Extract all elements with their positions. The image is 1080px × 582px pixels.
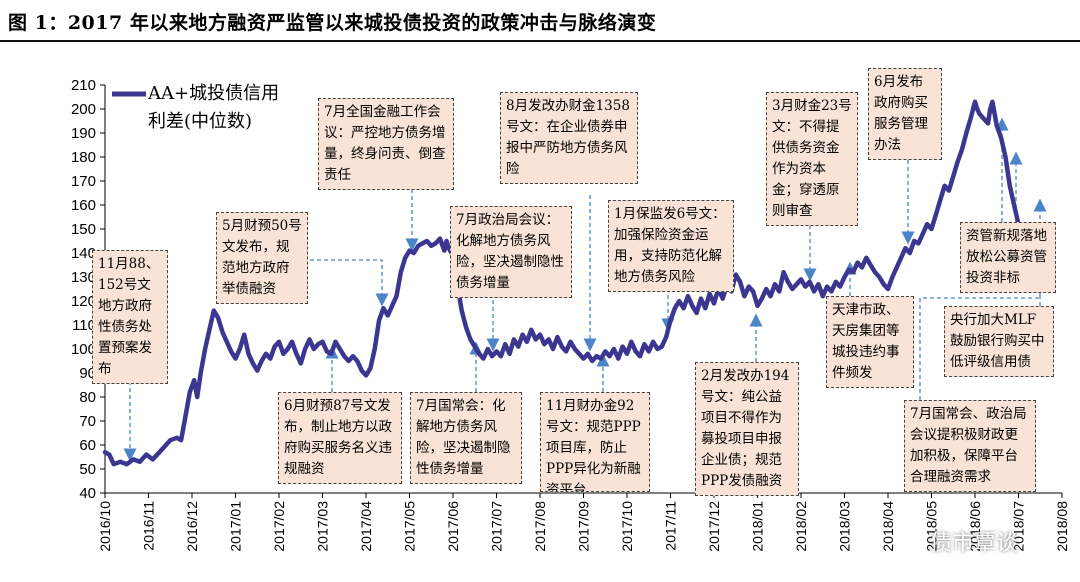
annotation-pboc-mlf: 央行加大MLF鼓励银行购买中低评级信用债 — [944, 306, 1054, 377]
annotation-nov-fin92: 11月财办金92号文：规范PPP项目库，防止PPP异化为新融资平台 — [540, 392, 650, 492]
x-tick-label: 2017/09 — [576, 501, 592, 552]
annotation-leader-arrow — [310, 259, 389, 307]
x-tick-label: 2016/10 — [97, 501, 113, 552]
annotation-jan-circ6: 1月保监发6号文：加强保险资金运用，支持防范化解地方债务风险 — [608, 200, 734, 292]
x-tick-label: 2018/01 — [750, 501, 766, 552]
x-tick-label: 2018/06 — [967, 501, 983, 552]
y-tick-label: 60 — [79, 437, 96, 454]
x-tick-label: 2017/05 — [402, 501, 418, 552]
x-tick-label: 2018/03 — [837, 501, 853, 552]
x-tick-label: 2017/01 — [228, 501, 244, 552]
x-tick-label: 2017/03 — [315, 501, 331, 552]
y-tick-label: 90 — [79, 365, 96, 382]
x-tick-label: 2018/02 — [793, 501, 809, 552]
annotation-jul-state: 7月国常会：化解地方债务风险，坚决遏制隐性债务增量 — [410, 392, 522, 484]
legend-label: AA+城投债信用利差(中位数) — [148, 83, 280, 132]
annotation-jul-finconf: 7月全国金融工作会议：严控地方债务增量，终身问责、倒查责任 — [318, 98, 454, 190]
annotation-mar-fin23: 3月财金23号文：不得提供债务资金作为资本金；穿透原则审查 — [766, 92, 858, 226]
annotation-jun-fiscal87: 6月财预87号文发布，制止地方以政府购买服务名义违规融资 — [278, 392, 402, 484]
title-rule — [0, 40, 1080, 42]
x-tick-label: 2017/10 — [619, 501, 635, 552]
y-tick-label: 170 — [71, 173, 96, 190]
annotation-jul-politburo: 7月政治局会议：化解地方债务风险，坚决遏制隐性债务增量 — [450, 206, 572, 298]
annotation-may-fiscal50: 5月财预50号文发布，规范地方政府举债融资 — [216, 212, 308, 304]
y-tick-label: 210 — [71, 77, 96, 94]
x-tick-label: 2018/04 — [880, 501, 896, 552]
y-tick-label: 120 — [71, 293, 96, 310]
y-tick-label: 140 — [71, 245, 96, 262]
y-tick-label: 70 — [79, 413, 96, 430]
annotation-jul-state-2018: 7月国常会、政治局会议提积极财政更加积极，保障平台合理融资需求 — [904, 400, 1036, 492]
watermark-text: 债市覃谈 — [930, 531, 1019, 556]
series-line-aa-plus-spread — [102, 99, 1039, 467]
figure-title: 图 1：2017 年以来地方融资严监管以来城投债投资的政策冲击与脉络演变 — [8, 12, 657, 34]
y-tick-label: 110 — [72, 317, 96, 334]
annotation-am-rules: 资管新规落地放松公募资管投资非标 — [960, 222, 1056, 293]
y-tick-label: 180 — [71, 149, 96, 166]
x-tick-label: 2017/02 — [271, 501, 287, 552]
y-tick-label: 50 — [79, 461, 96, 478]
y-tick-label: 130 — [71, 269, 96, 286]
x-tick-label: 2018/07 — [1011, 501, 1027, 552]
x-tick-label: 2018/08 — [1054, 501, 1070, 552]
x-tick-label: 2018/05 — [924, 501, 940, 552]
x-tick-label: 2017/08 — [532, 501, 548, 552]
y-tick-label: 80 — [79, 389, 96, 406]
annotation-jun-procure: 6月发布政府购买服务管理办法 — [868, 68, 942, 160]
y-tick-label: 200 — [71, 101, 96, 118]
x-tick-label: 2017/12 — [706, 501, 722, 552]
x-tick-label: 2017/06 — [445, 501, 461, 552]
x-tick-label: 2016/11 — [141, 501, 157, 551]
annotation-nov2016: 11月88、152号文地方政府性债务处置预案发布 — [92, 250, 168, 384]
y-tick-label: 160 — [71, 197, 96, 214]
x-tick-label: 2017/11 — [663, 501, 679, 551]
annotation-tianjin: 天津市政、天房集团等城投违约事件频发 — [826, 296, 914, 388]
annotation-feb-ndrc194: 2月发改办194号文：纯公益项目不得作为募投项目申报企业债；规范PPP发债融资 — [695, 362, 799, 496]
x-tick-label: 2017/07 — [489, 501, 505, 552]
x-tick-label: 2017/04 — [358, 501, 374, 552]
x-tick-label: 2016/12 — [184, 501, 200, 552]
y-tick-label: 40 — [79, 485, 96, 502]
y-tick-label: 100 — [71, 341, 96, 358]
y-tick-label: 190 — [71, 125, 96, 142]
annotation-aug-ndrc1358: 8月发改办财金1358号文：在企业债券申报中严防地方债务风险 — [500, 92, 638, 184]
y-tick-label: 150 — [71, 221, 96, 238]
